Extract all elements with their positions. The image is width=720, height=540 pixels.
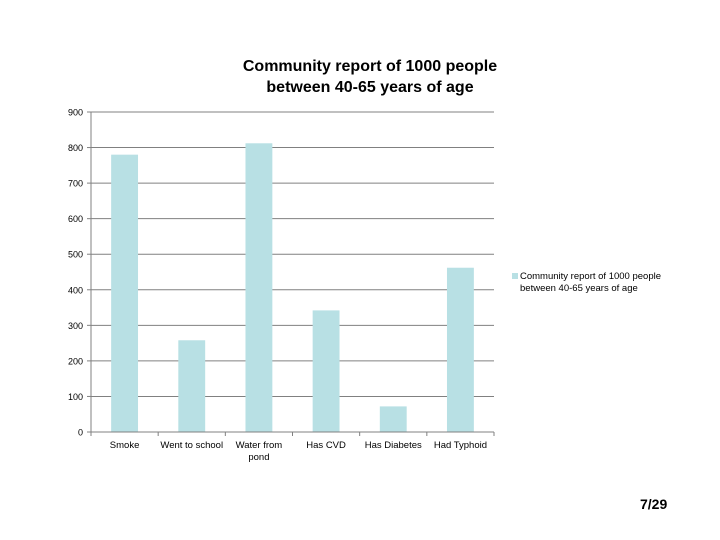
x-tick-label-line: Water from xyxy=(236,440,283,451)
chart-title-line-2: between 40-65 years of age xyxy=(266,79,474,96)
y-tick-label-500: 500 xyxy=(68,250,83,260)
page-number: 7/29 xyxy=(640,496,668,512)
x-tick-label-has-diabetes: Has Diabetes xyxy=(365,440,422,451)
bar-has-cvd xyxy=(312,310,340,432)
legend: Community report of 1000 people between … xyxy=(512,271,692,295)
chart-title-line-1: Community report of 1000 people xyxy=(242,58,498,75)
y-tick-label-600: 600 xyxy=(68,214,83,224)
bar-had-typhoid xyxy=(446,267,474,432)
bar-went-to-school xyxy=(178,340,206,432)
x-tick-label-smoke: Smoke xyxy=(110,440,140,451)
y-tick-label-200: 200 xyxy=(68,356,83,366)
y-tick-label-700: 700 xyxy=(68,179,83,189)
bar-smoke xyxy=(111,154,139,432)
x-tick-label-line: Has Diabetes xyxy=(365,440,422,451)
x-tick-label-water-from-pond: Water from pond xyxy=(236,440,283,463)
x-tick-label-line: pond xyxy=(248,452,269,463)
y-tick-label-0: 0 xyxy=(78,428,83,438)
legend-label-line-2: between 40-65 years of age xyxy=(520,283,638,294)
x-tick-label-has-cvd: Has CVD xyxy=(306,440,346,451)
x-tick-label-line: Had Typhoid xyxy=(434,440,487,451)
y-tick-label-800: 800 xyxy=(68,143,83,153)
x-tick-label-line: Smoke xyxy=(110,440,140,451)
x-tick-label-had-typhoid: Had Typhoid xyxy=(434,440,487,451)
legend-label-line-1: Community report of 1000 people xyxy=(520,271,661,282)
chart-title: Community report of 1000 people between … xyxy=(170,56,570,98)
bar-has-diabetes xyxy=(379,406,407,432)
bar-water-from-pond xyxy=(245,143,273,433)
legend-swatch xyxy=(512,273,518,279)
y-tick-label-900: 900 xyxy=(68,108,83,118)
x-tick-label-went-to-school: Went to school xyxy=(160,440,223,451)
x-tick-label-line: Has CVD xyxy=(306,440,346,451)
y-tick-label-100: 100 xyxy=(68,392,83,402)
y-tick-label-400: 400 xyxy=(68,285,83,295)
x-tick-label-line: Went to school xyxy=(160,440,223,451)
y-tick-label-300: 300 xyxy=(68,321,83,331)
